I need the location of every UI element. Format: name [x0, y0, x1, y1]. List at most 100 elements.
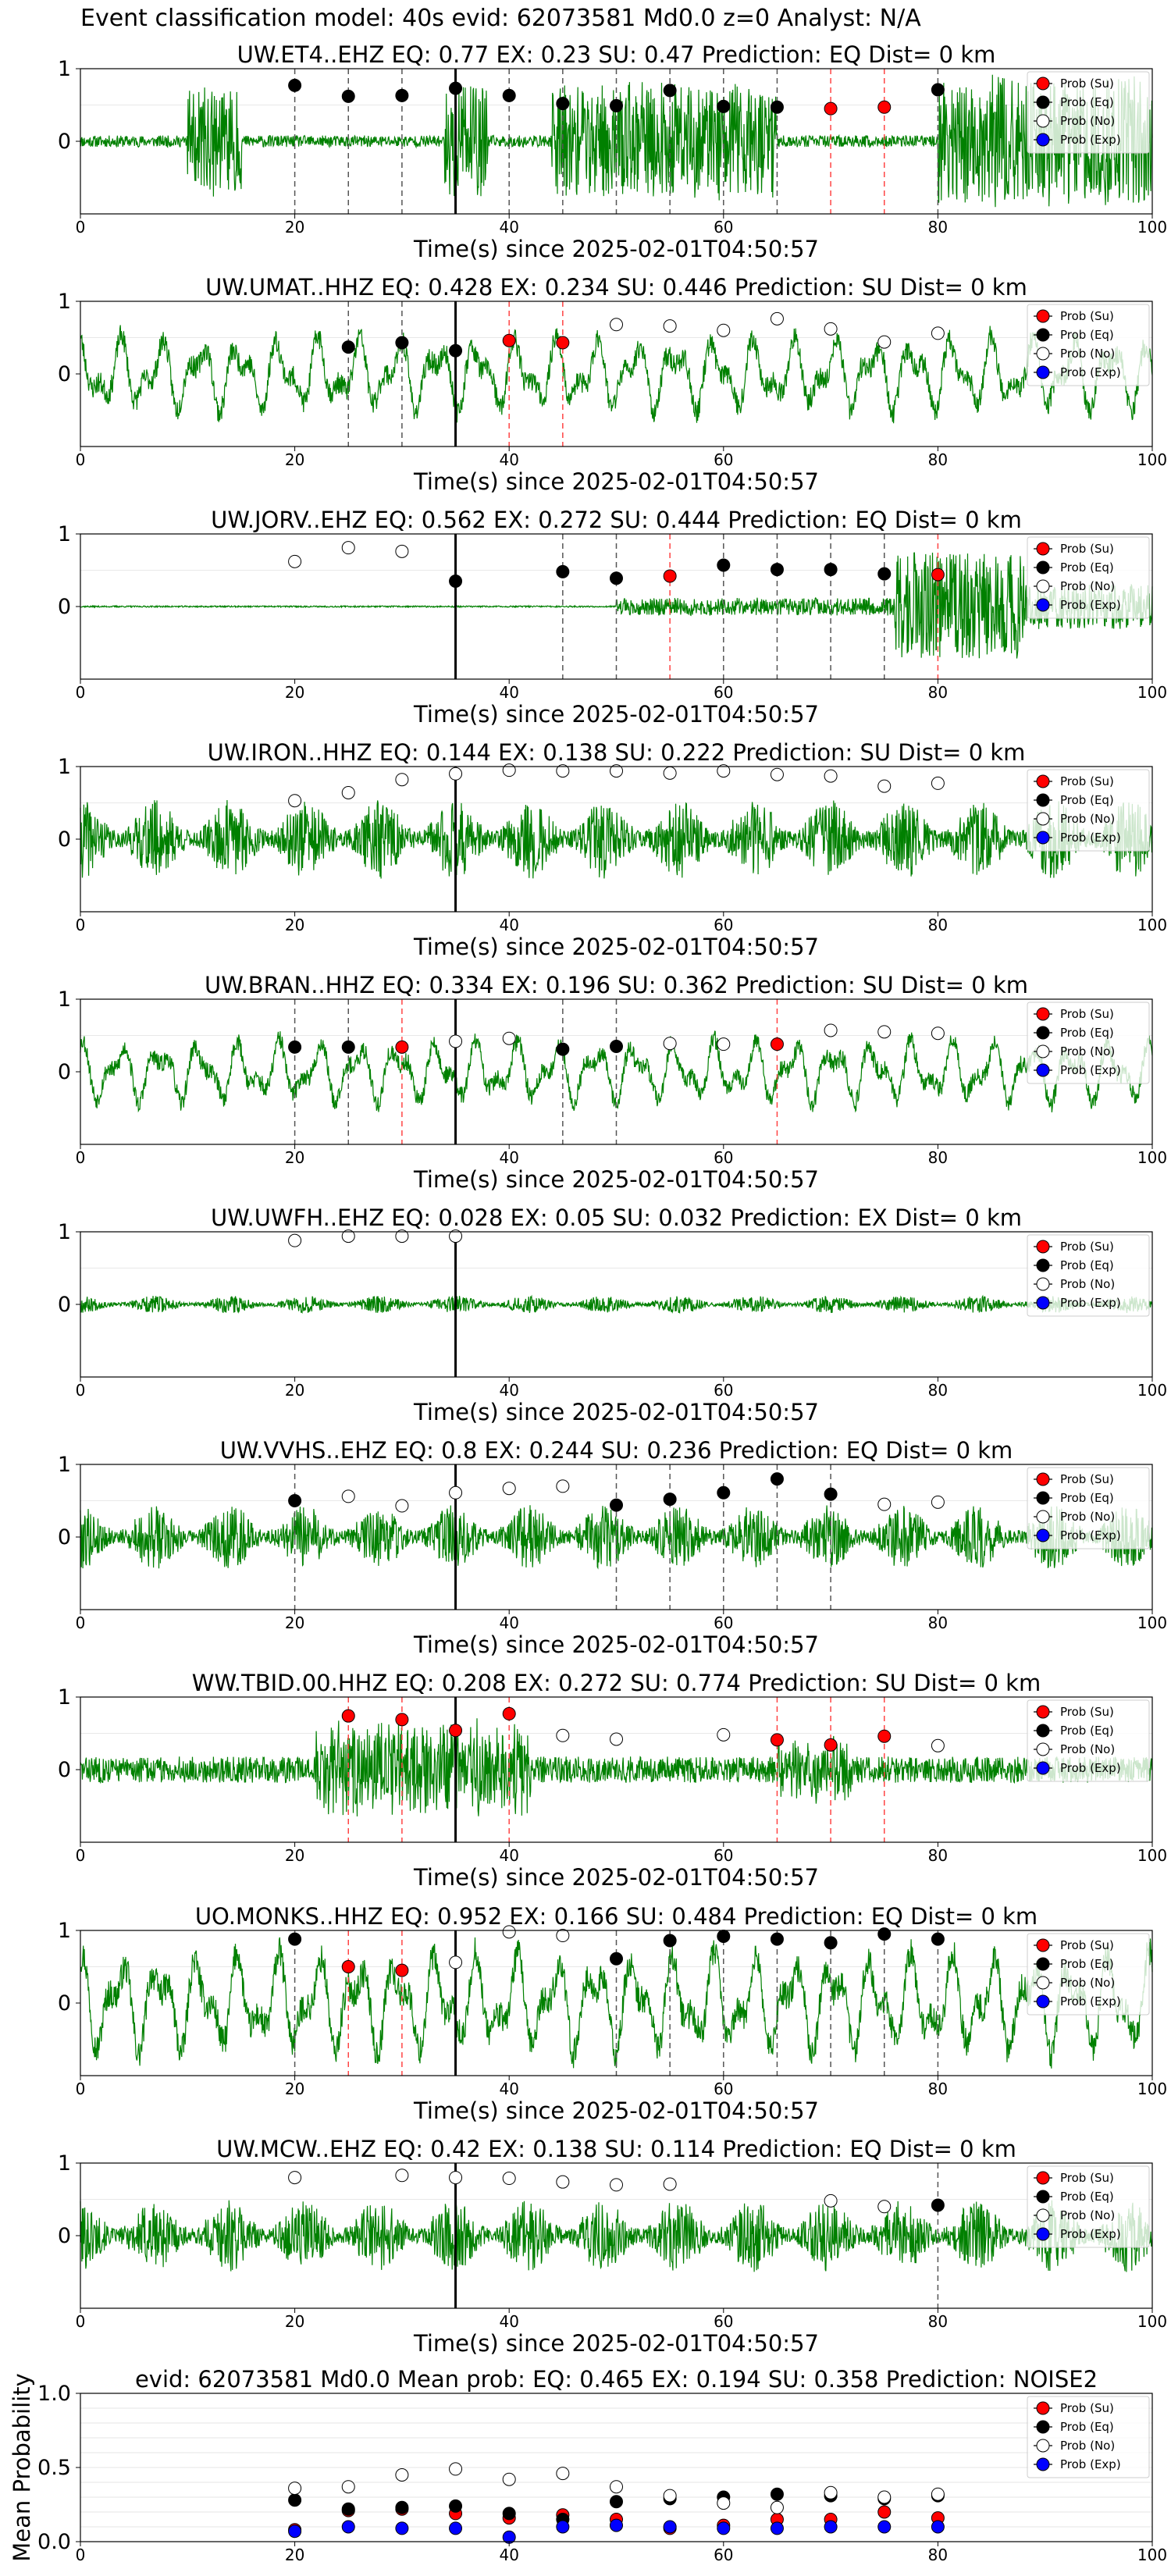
x-tick-label: 100 — [1137, 2546, 1167, 2564]
y-tick-label: 1 — [58, 57, 71, 81]
legend-marker — [1036, 1063, 1050, 1077]
prob-eq-marker — [931, 1932, 945, 1946]
prob-eq-marker — [395, 336, 409, 350]
prob-eq-marker — [663, 1493, 677, 1507]
prob-exp-marker — [717, 2521, 731, 2535]
legend-label: Prob (Exp) — [1060, 831, 1121, 845]
subplot-title: UW.UWFH..EHZ EQ: 0.028 EX: 0.05 SU: 0.03… — [211, 1204, 1022, 1231]
legend-marker — [1036, 1724, 1050, 1738]
x-tick-label: 0 — [76, 1614, 86, 1632]
waveform-trace — [80, 1030, 1153, 1113]
prob-no-marker — [931, 1495, 945, 1509]
x-tick-label: 0 — [76, 1846, 86, 1865]
legend-marker — [1036, 598, 1050, 612]
prob-eq-marker — [717, 1929, 731, 1943]
prob-su-marker — [502, 1706, 516, 1720]
prob-eq-marker — [610, 1039, 623, 1053]
prob-eq-marker — [288, 2493, 302, 2507]
x-tick-label: 60 — [714, 1846, 733, 1865]
legend-label: Prob (No) — [1060, 1742, 1115, 1756]
prob-no-marker — [931, 326, 945, 340]
x-tick-label: 40 — [499, 218, 518, 237]
subplot-1: 0 20 40 60 80 100 0 1 UW.ET4..EHZ EQ: 0.77 EX: 0… — [58, 41, 1167, 262]
prob-no-marker — [610, 2480, 623, 2494]
prob-no-marker — [717, 1727, 731, 1742]
x-tick-label: 0 — [76, 683, 86, 702]
legend-marker — [1036, 774, 1050, 788]
legend-marker — [1036, 1742, 1050, 1756]
prob-no-marker — [824, 2194, 838, 2208]
legend-label: Prob (Exp) — [1060, 1296, 1121, 1310]
prob-no-marker — [663, 2177, 677, 2191]
legend-marker — [1036, 2401, 1050, 2415]
y-tick-label: 0 — [58, 827, 71, 852]
prob-no-marker — [610, 2178, 623, 2192]
prob-eq-marker — [770, 100, 784, 114]
prob-no-marker — [341, 541, 355, 555]
legend-marker — [1036, 1258, 1050, 1272]
x-tick-label: 20 — [285, 450, 304, 469]
x-tick-label: 20 — [285, 218, 304, 237]
subplot-title: UW.IRON..HHZ EQ: 0.144 EX: 0.138 SU: 0.2… — [208, 739, 1026, 766]
x-tick-label: 60 — [714, 2312, 733, 2331]
prob-no-marker — [877, 1025, 892, 1039]
legend-label: Prob (Exp) — [1060, 365, 1121, 379]
legend-label: Prob (Exp) — [1060, 1063, 1121, 1077]
legend-label: Prob (Exp) — [1060, 133, 1121, 147]
legend-label: Prob (No) — [1060, 2439, 1115, 2453]
x-tick-label: 100 — [1137, 218, 1167, 237]
y-tick-label: 1 — [58, 1220, 71, 1244]
legend-label: Prob (Su) — [1060, 2171, 1114, 2185]
y-tick-label: 0 — [58, 2224, 71, 2248]
legend-label: Prob (Exp) — [1060, 2227, 1121, 2241]
prob-eq-marker — [824, 1487, 838, 1501]
legend-marker — [1036, 579, 1050, 593]
prob-exp-marker — [824, 2520, 838, 2534]
legend-marker — [1036, 2457, 1050, 2471]
legend-marker — [1036, 1528, 1050, 1542]
y-tick-label: 1 — [58, 1919, 71, 1943]
legend-label: Prob (Su) — [1060, 2401, 1114, 2415]
legend-label: Prob (Exp) — [1060, 1994, 1121, 2008]
prob-eq-marker — [770, 2487, 784, 2501]
subplot-title: WW.TBID.00.HHZ EQ: 0.208 EX: 0.272 SU: 0… — [192, 1670, 1041, 1696]
legend-label: Prob (Eq) — [1060, 793, 1114, 807]
prob-no-marker — [449, 1485, 463, 1500]
prob-no-marker — [449, 2171, 463, 2185]
prob-su-marker — [770, 1733, 784, 1747]
prob-eq-marker — [610, 1498, 623, 1512]
prob-exp-marker — [931, 2520, 945, 2534]
subplot-10: 0 20 40 60 80 100 0 1 UW.MCW..EHZ EQ: 0.42 EX: 0… — [58, 2136, 1167, 2357]
prob-no-marker — [341, 1229, 355, 1244]
prob-su-marker — [556, 336, 570, 350]
legend-marker — [1036, 328, 1050, 342]
prob-no-marker — [610, 318, 623, 332]
x-tick-label: 100 — [1137, 916, 1167, 934]
x-tick-label: 0 — [76, 2546, 86, 2564]
legend-label: Prob (No) — [1060, 2208, 1115, 2222]
x-tick-label: 20 — [285, 1846, 304, 1865]
legend-label: Prob (Exp) — [1060, 598, 1121, 612]
subplot-3: 0 20 40 60 80 100 0 1 UW.JORV..EHZ EQ: 0.562 EX:… — [58, 507, 1167, 728]
x-axis-label: Time(s) since 2025-02-01T04:50:57 — [413, 2330, 819, 2357]
y-tick-label: 1 — [58, 987, 71, 1012]
legend-marker — [1036, 95, 1050, 109]
x-tick-label: 80 — [928, 2312, 948, 2331]
x-tick-label: 60 — [714, 1148, 733, 1167]
prob-no-marker — [556, 1479, 570, 1493]
x-tick-label: 20 — [285, 916, 304, 934]
prob-exp-marker — [556, 2520, 570, 2534]
legend-marker — [1036, 365, 1050, 379]
figure-title: Event classification model: 40s evid: 62… — [80, 5, 921, 32]
legend-marker — [1036, 133, 1050, 147]
prob-eq-marker — [395, 88, 409, 102]
legend-marker — [1036, 560, 1050, 575]
legend-marker — [1036, 1491, 1050, 1505]
prob-no-marker — [449, 1955, 463, 1969]
x-axis-label: Time(s) since 2025-02-01T04:50:57 — [413, 1631, 819, 1658]
prob-no-marker — [449, 1034, 463, 1048]
legend-marker — [1036, 1044, 1050, 1059]
prob-no-marker — [395, 2169, 409, 2183]
x-tick-label: 80 — [928, 1846, 948, 1865]
